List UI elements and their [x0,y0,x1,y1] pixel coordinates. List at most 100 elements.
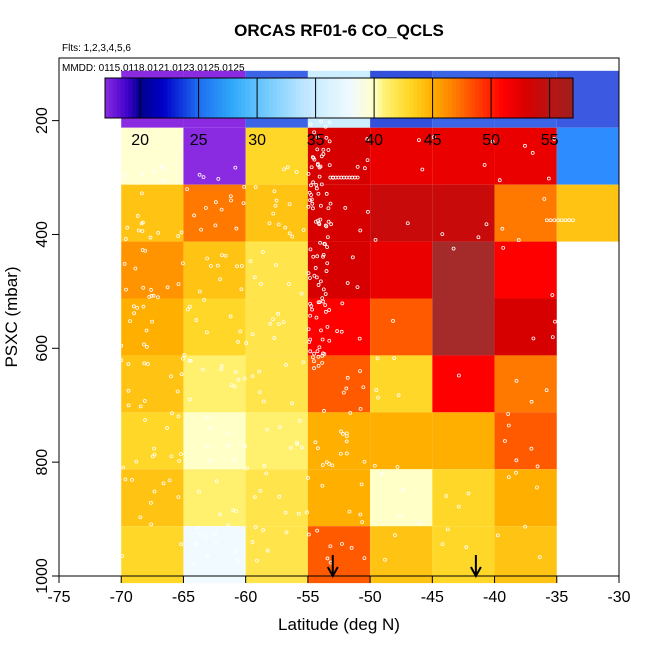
flights-note: Flts: 1,2,3,4,5,6 [62,43,131,54]
track-point [311,155,316,160]
track-point [514,378,519,383]
colorbar-segment [459,78,465,118]
colorbar-segment [284,78,289,118]
track-point [261,399,266,404]
track-point [340,541,344,546]
track-point [312,351,316,356]
colorbar-segment [444,78,449,118]
heatmap-cell [307,469,371,527]
x-axis-label: Latitude (deg N) [278,615,400,634]
colorbar-segment [370,78,375,118]
colorbar-segment [541,78,547,118]
colorbar-segment [405,78,410,118]
track-point [120,554,125,558]
track-point [373,237,378,242]
colorbar-segment [452,78,457,118]
track-point [321,147,326,152]
colorbar-segment [385,78,391,118]
track-point [119,343,124,348]
track-point [135,214,140,218]
track-point [563,218,568,223]
track-point [150,319,154,324]
track-point [313,266,318,270]
track-point [142,361,147,366]
track-point [296,511,301,516]
track-point [287,282,291,286]
x-tick-label: -65 [172,589,195,606]
track-point [200,367,205,372]
track-point [308,337,313,342]
track-point [344,386,349,391]
colorbar-segment [491,78,496,118]
track-point [301,360,306,365]
colorbar-segment [479,78,484,118]
colorbar-segment [323,78,328,118]
track-point [347,509,352,514]
track-point [277,425,282,429]
track-point [277,494,282,499]
heatmap-cell [494,241,557,299]
track-point [192,562,197,566]
track-point [345,281,350,285]
track-point [201,175,206,180]
colorbar-segment [467,78,473,118]
track-point [556,218,560,223]
colorbar-segment [171,78,176,118]
track-point [317,174,322,179]
track-point [283,510,288,515]
track-point [323,292,328,296]
track-point [323,124,328,129]
colorbar-segment [374,78,379,118]
track-point [313,219,318,224]
track-point [197,172,202,177]
track-point [126,403,131,408]
heatmap-cell [245,469,308,527]
colorbar-segment [561,78,566,118]
track-point [319,328,323,333]
track-point [236,377,241,382]
track-point [316,363,321,368]
chart-title: ORCAS RF01-6 CO_QCLS [234,21,444,40]
colorbar-segment [128,78,133,118]
track-point [362,166,367,171]
track-point [431,135,436,140]
colorbar-segment [237,78,243,118]
track-point [271,317,275,322]
track-point [274,198,279,203]
heatmap-cell [370,127,433,185]
track-point [239,287,244,292]
track-point [235,264,239,269]
colorbar-segment [319,78,324,118]
colorbar-segment [487,78,492,118]
track-point [151,293,156,298]
track-point [309,183,313,188]
heatmap-cell [121,469,184,527]
colorbar-segment [202,78,207,118]
track-point [250,540,255,544]
track-point [318,203,323,208]
colorbar-segment [206,78,211,118]
track-point [142,342,146,347]
track-point [374,388,379,392]
colorbar-segment [105,78,110,118]
track-point [550,335,555,340]
heatmap-cell [370,184,433,242]
track-point [550,293,555,297]
track-point [542,197,547,201]
colorbar-segment [264,78,270,118]
track-point [139,172,144,177]
track-point [326,148,331,152]
track-point [193,542,198,547]
track-point [272,336,277,340]
track-point [196,531,201,536]
track-point [265,548,270,553]
track-point [327,461,332,466]
track-point [232,384,237,389]
track-point [451,246,456,251]
track-point [208,459,213,463]
track-point [152,489,157,494]
track-point [466,491,471,496]
heatmap-cell [121,355,184,413]
colorbar-segment [436,78,441,118]
colorbar-segment [553,78,558,118]
